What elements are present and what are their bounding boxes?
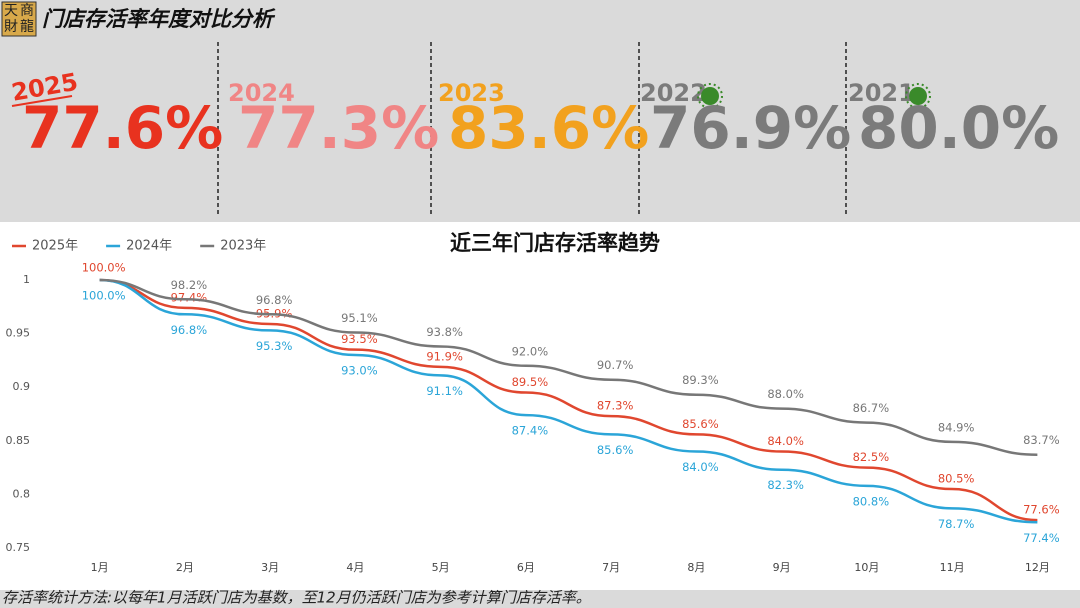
virus-icon	[909, 87, 927, 105]
chart-panel	[0, 222, 1080, 590]
data-label: 87.3%	[597, 399, 634, 413]
data-label: 80.5%	[938, 472, 975, 486]
virus-icon-ring	[697, 83, 723, 109]
data-label: 90.7%	[597, 358, 634, 372]
data-label: 77.4%	[1023, 531, 1060, 545]
data-label: 82.5%	[853, 450, 890, 464]
data-label: 87.4%	[512, 424, 549, 438]
data-label: 82.3%	[767, 478, 804, 492]
y-tick-label: 0.85	[6, 434, 31, 447]
x-tick-label: 4月	[346, 561, 364, 574]
card-year: 2024	[228, 79, 295, 107]
data-label: 89.3%	[682, 373, 719, 387]
card-value: 76.9%	[650, 94, 851, 162]
card-year: 2021	[848, 79, 915, 107]
card-value: 77.6%	[22, 94, 223, 162]
data-label: 80.8%	[853, 494, 890, 508]
data-label: 84.0%	[767, 434, 804, 448]
page-title: 门店存活率年度对比分析	[42, 7, 276, 31]
data-label: 100.0%	[82, 289, 126, 303]
card-value: 83.6%	[448, 94, 649, 162]
x-tick-label: 9月	[773, 561, 791, 574]
virus-icon	[701, 87, 719, 105]
data-label: 77.6%	[1023, 503, 1060, 517]
x-tick-label: 2月	[176, 561, 194, 574]
data-label: 93.0%	[341, 364, 378, 378]
y-tick-label: 0.9	[13, 380, 31, 393]
data-label: 97.4%	[171, 290, 208, 304]
data-label: 85.6%	[682, 417, 719, 431]
chart-title: 近三年门店存活率趋势	[450, 231, 660, 255]
x-tick-label: 8月	[687, 561, 705, 574]
x-tick-label: 1月	[91, 561, 109, 574]
x-tick-label: 11月	[940, 561, 965, 574]
series-line	[99, 278, 1038, 456]
x-tick-label: 10月	[854, 561, 879, 574]
y-tick-label: 0.8	[13, 487, 31, 500]
x-tick-label: 7月	[602, 561, 620, 574]
card-value: 80.0%	[858, 94, 1059, 162]
logo: 天商財龍	[4, 3, 34, 35]
data-label: 84.0%	[682, 460, 719, 474]
series-line	[99, 278, 1038, 524]
year-underline	[11, 95, 73, 107]
data-label: 100.0%	[82, 261, 126, 275]
card-value: 77.3%	[238, 94, 439, 162]
data-label: 96.8%	[171, 323, 208, 337]
y-tick-label: 1	[23, 273, 30, 286]
cards: 202577.6%202477.3%202383.6%202276.9%2021…	[9, 68, 1059, 162]
y-tick-label: 0.75	[6, 541, 31, 554]
data-label: 93.8%	[426, 325, 463, 339]
x-tick-label: 6月	[517, 561, 535, 574]
logo-box	[1, 1, 37, 37]
card-year: 2023	[438, 79, 505, 107]
data-label: 91.1%	[426, 384, 463, 398]
data-label: 93.5%	[341, 332, 378, 346]
data-label: 95.1%	[341, 311, 378, 325]
legend-label: 2024年	[126, 239, 172, 254]
data-label: 96.8%	[256, 293, 293, 307]
data-label: 89.5%	[512, 375, 549, 389]
data-label: 91.9%	[426, 349, 463, 363]
legend-label: 2025年	[32, 239, 78, 254]
data-label: 85.6%	[597, 443, 634, 457]
data-label: 95.3%	[256, 339, 293, 353]
series-line	[99, 278, 1038, 522]
virus-icon-ring	[905, 83, 931, 109]
x-tick-label: 5月	[432, 561, 450, 574]
data-label: 83.7%	[1023, 433, 1060, 447]
data-label: 86.7%	[853, 401, 890, 415]
footer-note: 存活率统计方法:以每年1月活跃门店为基数，至12月仍活跃门店为参考计算门店存活率…	[2, 589, 591, 607]
data-label: 78.7%	[938, 517, 975, 531]
x-tick-label: 12月	[1025, 561, 1050, 574]
data-label: 98.2%	[171, 278, 208, 292]
x-tick-label: 3月	[261, 561, 279, 574]
card-dividers	[217, 42, 847, 214]
y-tick-label: 0.95	[6, 327, 31, 340]
legend-label: 2023年	[220, 239, 266, 254]
card-year: 2022	[640, 79, 707, 107]
data-label: 84.9%	[938, 420, 975, 434]
data-label: 92.0%	[512, 344, 549, 358]
data-label: 88.0%	[767, 387, 804, 401]
